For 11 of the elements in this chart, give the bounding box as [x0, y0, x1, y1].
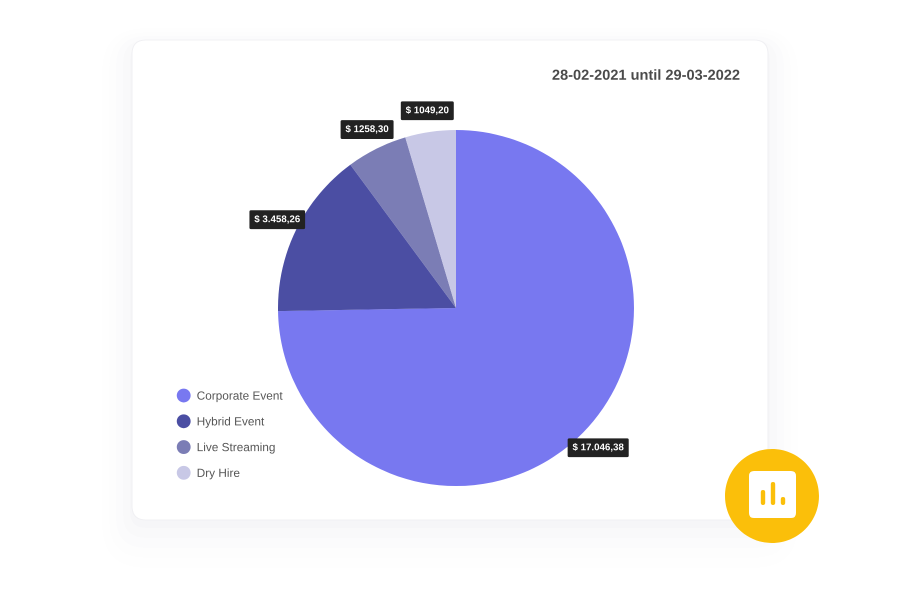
- legend-label: Live Streaming: [198, 442, 275, 454]
- data-label: $ 1258,30: [346, 124, 388, 134]
- pie-slice: [350, 137, 456, 308]
- legend-label: Corporate Event: [197, 391, 283, 402]
- chart-title: 28-02-2021 until 29-03-2022: [552, 69, 740, 80]
- pie-slice: [405, 130, 456, 308]
- data-label: $ 17.046,38: [572, 443, 624, 452]
- legend-label: Hybrid Event: [198, 416, 264, 428]
- data-label: $ 3.458,26: [254, 214, 300, 224]
- legend-label: Dry Hire: [198, 468, 240, 480]
- data-label: $ 1049,20: [406, 106, 449, 115]
